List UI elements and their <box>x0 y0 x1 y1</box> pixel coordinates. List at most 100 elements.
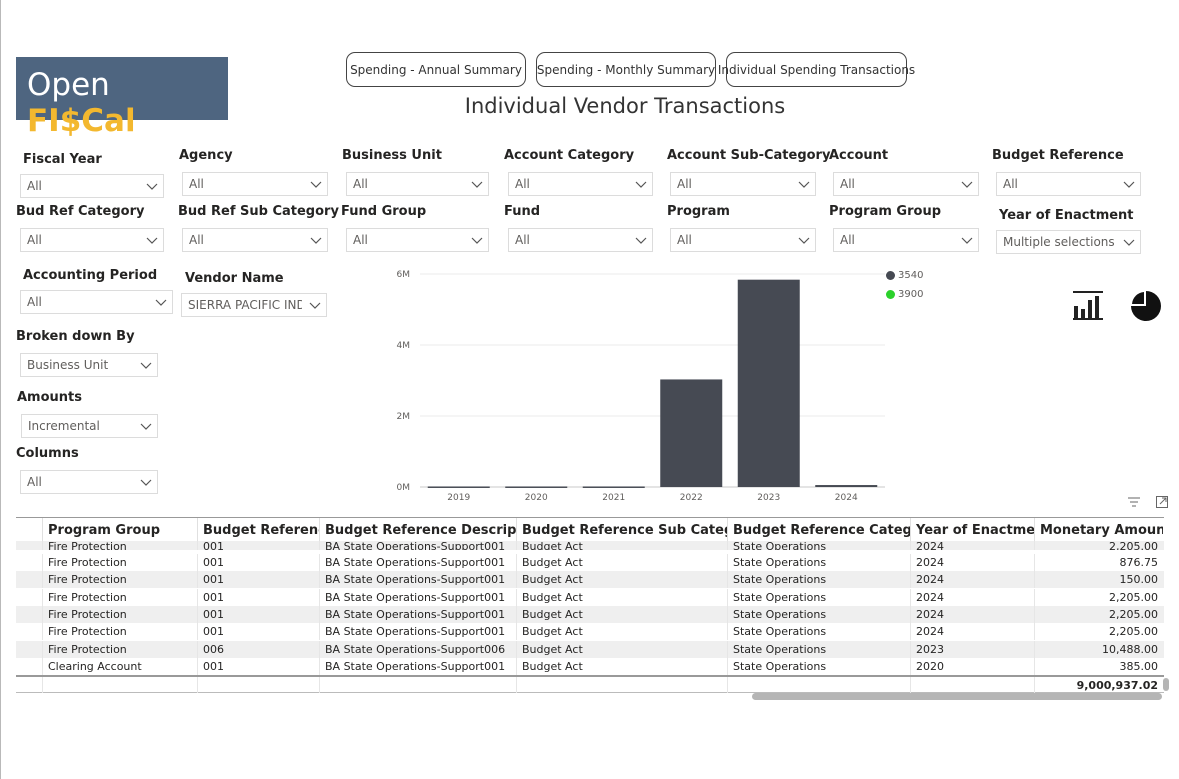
table-cell: 001 <box>197 554 319 571</box>
bar-3540-2019[interactable] <box>427 486 490 488</box>
bar-3540-2024[interactable] <box>815 485 878 487</box>
table-cell: Budget Act <box>516 657 727 675</box>
table-row[interactable]: Clearing Account 001 BA State Operations-S… <box>16 657 1164 675</box>
chevron-down-icon <box>155 296 167 308</box>
column-header[interactable]: Program Group <box>42 518 197 542</box>
account-sub-category-dropdown[interactable]: All <box>670 172 816 196</box>
nav-monthly-summary-button[interactable]: Spending - Monthly Summary <box>536 52 716 87</box>
table-cell: Fire Protection <box>42 571 197 589</box>
table-row[interactable]: Fire Protection 006 BA State Operations-Su… <box>16 640 1164 658</box>
table-row[interactable]: Fire Protection 001 BA State Operations-Su… <box>16 605 1164 623</box>
program-group-selected-value: All <box>840 233 855 247</box>
year-of-enactment-dropdown[interactable]: Multiple selections <box>996 230 1141 254</box>
bar-3540-2020[interactable] <box>505 486 568 488</box>
amounts-selected-value: Incremental <box>28 419 100 433</box>
table-cell: 2,205.00 <box>1034 588 1163 606</box>
table-cell: 001 <box>197 605 319 623</box>
bar-3540-2022[interactable] <box>660 379 723 487</box>
broken-down-by-dropdown[interactable]: Business Unit <box>20 353 158 377</box>
total-cell <box>910 677 1034 693</box>
budget-reference-dropdown[interactable]: All <box>996 172 1141 196</box>
vendor-name-label: Vendor Name <box>185 271 284 286</box>
column-header[interactable]: Budget Reference Sub Category <box>516 518 727 542</box>
fund-group-dropdown[interactable]: All <box>346 228 489 252</box>
column-header[interactable]: Year of Enactment <box>910 518 1034 542</box>
chevron-down-icon <box>146 180 158 192</box>
table-cell: Budget Act <box>516 554 727 571</box>
table-cell: Budget Act <box>516 640 727 658</box>
table-row[interactable]: Fire Protection 001 BA State Operations-Su… <box>16 571 1164 589</box>
amounts-label: Amounts <box>17 390 82 405</box>
table-cell: BA State Operations-Support006 <box>319 640 516 658</box>
filter-icon[interactable] <box>1127 494 1141 508</box>
accounting-period-dropdown[interactable]: All <box>20 290 173 314</box>
table-row[interactable]: Fire Protection 001 BA State Operations-Su… <box>16 554 1164 571</box>
vendor-spending-chart: 0M 2M 4M 6M 2019 2020 2021 2022 2023 2024 <box>380 262 925 507</box>
column-header[interactable]: Budget Reference <box>197 518 319 542</box>
table-cell: 876.75 <box>1034 554 1163 571</box>
fund-selected-value: All <box>515 233 530 247</box>
table-cell: Fire Protection <box>42 588 197 606</box>
columns-dropdown[interactable]: All <box>20 470 158 494</box>
legend-dot-3540 <box>886 271 895 280</box>
budget-reference-selected-value: All <box>1003 177 1018 191</box>
table-cell: 2,205.00 <box>1034 541 1163 550</box>
table-cell: 2,205.00 <box>1034 605 1163 623</box>
year-of-enactment-selected-value: Multiple selections <box>1003 235 1115 249</box>
fiscal-year-dropdown[interactable]: All <box>20 174 164 198</box>
legend-dot-3900 <box>886 290 895 299</box>
program-group-dropdown[interactable]: All <box>833 228 979 252</box>
columns-label: Columns <box>16 446 79 461</box>
bud-ref-sub-category-dropdown[interactable]: All <box>182 228 328 252</box>
bar-chart-icon[interactable] <box>1072 290 1104 322</box>
table-cell: 2023 <box>910 640 1034 658</box>
columns-selected-value: All <box>27 475 42 489</box>
table-row[interactable]: Fire Protection 001 BA State Operations-Su… <box>16 541 1164 550</box>
table-vertical-scrollbar[interactable] <box>1163 678 1169 691</box>
table-cell: 006 <box>197 640 319 658</box>
table-cell: Fire Protection <box>42 623 197 641</box>
legend-item-3540[interactable]: 3540 <box>886 270 923 281</box>
bud-ref-category-dropdown[interactable]: All <box>20 228 164 252</box>
column-header[interactable]: Budget Reference Category <box>727 518 910 542</box>
total-cell <box>319 677 516 693</box>
nav-individual-transactions-button[interactable]: Individual Spending Transactions <box>718 52 915 87</box>
table-row[interactable]: Fire Protection 001 BA State Operations-Su… <box>16 623 1164 641</box>
account-category-selected-value: All <box>515 177 530 191</box>
chevron-down-icon <box>961 178 973 190</box>
account-category-dropdown[interactable]: All <box>508 172 653 196</box>
table-cell: Fire Protection <box>42 554 197 571</box>
agency-dropdown[interactable]: All <box>182 172 328 196</box>
table-horizontal-scrollbar[interactable] <box>752 693 1162 700</box>
table-cell: 001 <box>197 541 319 550</box>
column-header[interactable]: Budget Reference Description <box>319 518 516 542</box>
program-dropdown[interactable]: All <box>670 228 816 252</box>
x-tick-label: 2023 <box>757 493 780 503</box>
focus-mode-icon[interactable] <box>1155 494 1169 508</box>
business-unit-dropdown[interactable]: All <box>346 172 489 196</box>
business-unit-selected-value: All <box>353 177 368 191</box>
table-cell: 001 <box>197 657 319 675</box>
column-header[interactable]: Monetary Amount <box>1034 518 1163 542</box>
amounts-dropdown[interactable]: Incremental <box>21 414 158 438</box>
bar-3540-2021[interactable] <box>582 486 645 488</box>
table-cell: 2,205.00 <box>1034 623 1163 641</box>
y-tick-label: 4M <box>397 341 411 351</box>
legend-item-3900[interactable]: 3900 <box>886 289 923 300</box>
legend-label-3540: 3540 <box>898 270 924 281</box>
pie-chart-icon[interactable] <box>1130 290 1162 322</box>
accounting-period-selected-value: All <box>27 295 42 309</box>
fund-label: Fund <box>504 204 541 219</box>
table-row[interactable]: Fire Protection 001 BA State Operations-Su… <box>16 588 1164 606</box>
chevron-down-icon <box>140 476 152 488</box>
fund-dropdown[interactable]: All <box>508 228 653 252</box>
account-dropdown[interactable]: All <box>833 172 979 196</box>
table-cell: Fire Protection <box>42 640 197 658</box>
nav-annual-summary-button[interactable]: Spending - Annual Summary <box>346 52 526 87</box>
table-cell: 001 <box>197 623 319 641</box>
vendor-name-dropdown[interactable]: SIERRA PACIFIC IND... <box>181 293 327 317</box>
bar-3540-2023[interactable] <box>737 279 800 487</box>
table-cell: State Operations <box>727 657 910 675</box>
